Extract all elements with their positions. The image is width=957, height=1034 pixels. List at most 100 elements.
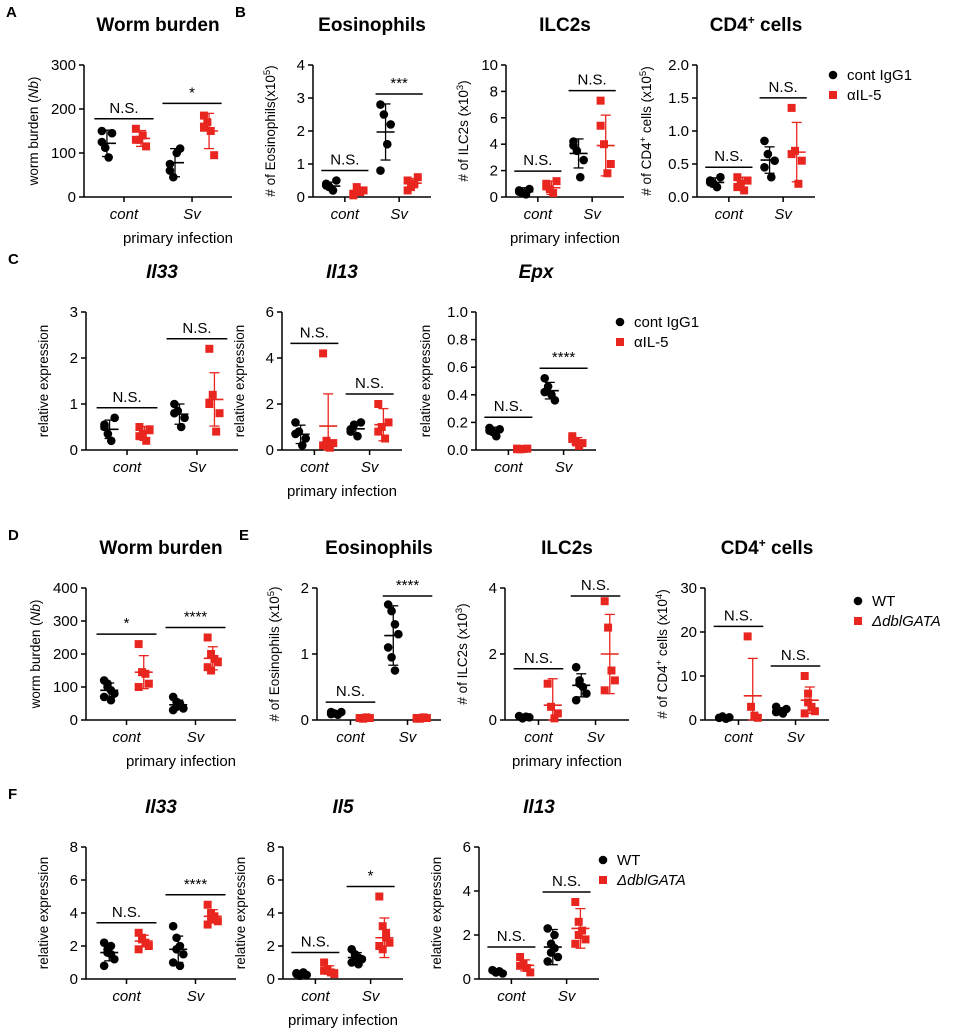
data-point-wt	[390, 620, 400, 629]
x-tick-label: Sv	[187, 988, 206, 1005]
y-label-text: )	[639, 66, 654, 71]
data-point-wt	[782, 704, 791, 714]
significance-label: ****	[552, 349, 576, 366]
panel-title: CD4+ cells	[710, 13, 803, 36]
y-axis-label: # of Eosinophils (x105)	[266, 586, 283, 721]
y-tick-label: 8	[267, 839, 275, 856]
data-point-cont-igg1	[376, 100, 385, 109]
y-label-text: # of CD4	[655, 665, 670, 719]
y-tick-label: 0	[490, 189, 498, 206]
y-tick-label: 3	[70, 304, 78, 321]
x-tick-label: Sv	[558, 988, 577, 1005]
data-point-wt	[543, 957, 552, 966]
y-tick-label: 0	[689, 712, 697, 729]
data-point--dblgata	[516, 953, 525, 961]
y-label-exponent: 3	[455, 85, 466, 90]
data-point--il-5	[208, 390, 217, 399]
data-point-cont-igg1	[353, 431, 362, 441]
x-tick-label: Sv	[390, 206, 409, 223]
panel-letter: C	[8, 251, 19, 268]
panel-letter: F	[8, 786, 17, 803]
data-point-cont-igg1	[569, 141, 578, 150]
significance-label: N.S.	[781, 647, 810, 664]
legend-marker-square	[829, 91, 837, 99]
y-tick-label: 2	[463, 927, 471, 944]
y-tick-label: 0	[266, 442, 274, 459]
y-tick-label: 2.0	[668, 57, 689, 74]
data-point-cont-igg1	[332, 176, 341, 185]
y-axis-label: worm burden (Nb)	[28, 600, 43, 710]
y-label-text: )	[263, 65, 278, 70]
data-point--il-5	[205, 344, 214, 353]
data-point-wt	[387, 653, 396, 662]
y-axis-label: # of CD4+ cells (x105)	[638, 66, 655, 195]
y-tick-label: 0	[70, 712, 78, 729]
significance-label: N.S.	[112, 904, 141, 921]
y-label-text: relative expression	[36, 857, 51, 970]
legend-marker-circle	[615, 317, 625, 327]
y-tick-label: 0.8	[447, 332, 468, 349]
y-tick-label: 2	[490, 163, 498, 180]
y-axis-label: worm burden (Nb)	[26, 77, 41, 187]
y-tick-label: 0	[68, 189, 76, 206]
panel-a: A Worm burden 0 100 200 300 worm burden (Nb) co…	[6, 4, 233, 247]
y-label-exponent: 3	[454, 608, 465, 613]
panel-b1: B Eosinophils 0 1 2 3 4 # of Eosinophils(x105) c…	[235, 4, 431, 223]
y-tick-label: 1	[297, 156, 305, 173]
x-tick-label: cont	[524, 729, 553, 746]
y-tick-label: 4	[297, 57, 305, 74]
data-point--dblgata	[213, 917, 222, 926]
data-point--il-5	[319, 349, 328, 358]
data-point-cont-igg1	[106, 436, 116, 446]
data-point--il-5	[596, 121, 605, 130]
data-point-cont-igg1	[180, 413, 189, 423]
significance-label: N.S.	[552, 873, 581, 890]
title-text: CD4	[710, 15, 748, 36]
data-point--dblgata	[604, 623, 613, 632]
data-point-cont-igg1	[376, 166, 385, 175]
significance-label: N.S.	[301, 934, 330, 951]
data-point--il-5	[142, 142, 151, 151]
panel-title: ILC2s	[541, 538, 593, 559]
panel-f3: Il13 0 2 4 6 relative expression cont Sv N.S. N.S…	[429, 797, 599, 1005]
data-point-wt	[383, 643, 393, 652]
data-point--il-5	[325, 443, 334, 452]
y-label-text: relative expression	[233, 857, 248, 970]
x-tick-label: cont	[724, 729, 753, 746]
data-point--il-5	[138, 131, 147, 140]
significance-label: ****	[184, 609, 208, 626]
panel-title: ILC2s	[539, 15, 591, 36]
panel-letter: D	[8, 527, 19, 544]
data-point--dblgata	[382, 928, 391, 937]
data-point--il-5	[359, 186, 368, 195]
y-axis-label: relative expression	[429, 857, 444, 970]
data-point-cont-igg1	[170, 408, 179, 418]
y-tick-label: 2	[266, 396, 274, 413]
data-point--dblgata	[385, 938, 394, 947]
data-point--dblgata	[574, 917, 583, 926]
y-tick-label: 2	[489, 646, 497, 663]
data-point--dblgata	[141, 669, 150, 678]
data-point-cont-igg1	[716, 172, 725, 182]
significance-label: N.S.	[497, 928, 526, 945]
y-tick-label: 10	[481, 57, 498, 74]
legend-e: WT ΔdblGATA	[853, 593, 941, 630]
data-point-cont-igg1	[100, 420, 109, 430]
data-point--dblgata	[330, 970, 339, 979]
data-point-cont-igg1	[386, 120, 395, 129]
y-label-superscript: +	[654, 659, 665, 665]
panel-title: Il33	[145, 797, 177, 818]
x-tick-label: cont	[336, 729, 365, 746]
y-label-text: relative expression	[429, 857, 444, 970]
y-label-text: )	[655, 589, 670, 594]
data-point--dblgata	[743, 632, 752, 641]
x-tick-label: cont	[331, 206, 360, 223]
y-tick-label: 300	[51, 57, 76, 74]
data-point-cont-igg1	[766, 172, 776, 182]
x-tick-label: cont	[113, 459, 142, 476]
y-label-exponent: 5	[638, 71, 649, 76]
significance-label: N.S.	[714, 148, 743, 165]
y-tick-label: 0	[489, 712, 497, 729]
data-point-cont-igg1	[575, 172, 585, 182]
